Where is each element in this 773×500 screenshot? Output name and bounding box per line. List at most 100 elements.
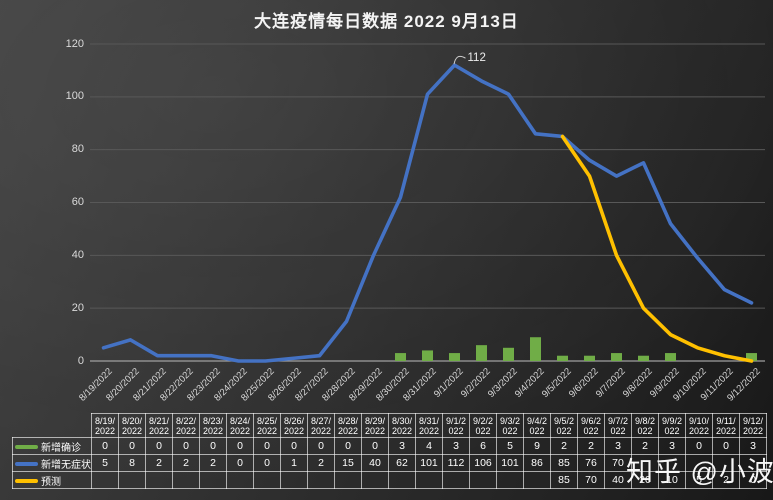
table-cell — [199, 471, 227, 489]
table-cell: 6 — [469, 437, 497, 455]
legend-label: 新增确诊 — [41, 442, 81, 454]
table-date-header: 8/28/2022 — [334, 413, 362, 438]
legend-item: 新增无症状 — [12, 454, 92, 472]
table-cell — [307, 471, 335, 489]
table-cell: 112 — [442, 454, 470, 472]
table-cell: 0 — [226, 437, 254, 455]
table-cell: 76 — [577, 454, 605, 472]
table-cell — [496, 471, 524, 489]
table-date-header: 8/23/2022 — [199, 413, 227, 438]
table-cell: 2 — [199, 454, 227, 472]
chart-plot-svg: 112 — [90, 43, 765, 363]
table-cell: 20 — [631, 471, 659, 489]
table-cell: 15 — [334, 454, 362, 472]
table-date-header: 9/10/2022 — [685, 413, 713, 438]
table-cell: 2 — [550, 437, 578, 455]
table-cell: 0 — [172, 437, 200, 455]
y-axis-tick-label: 100 — [65, 90, 84, 103]
line-new-asymptomatic — [101, 63, 754, 363]
legend-item: 新增确诊 — [12, 437, 92, 455]
bar-new-confirmed — [449, 353, 460, 361]
table-cell: 5 — [496, 437, 524, 455]
table-date-header: 8/22/2022 — [172, 413, 200, 438]
table-cell — [361, 471, 389, 489]
table-cell — [253, 471, 281, 489]
table-cell: 2 — [577, 437, 605, 455]
table-date-header: 8/26/2022 — [280, 413, 308, 438]
legend-label: 新增无症状 — [41, 459, 91, 471]
table-cell: 70 — [577, 471, 605, 489]
legend-item: 预测 — [12, 471, 92, 489]
y-axis-tick-label: 120 — [65, 37, 84, 50]
legend-swatch-icon — [15, 444, 38, 449]
table-cell: 86 — [523, 454, 551, 472]
table-cell: 0 — [361, 437, 389, 455]
table-date-header: 8/30/2022 — [388, 413, 416, 438]
table-date-header: 9/8/2 022 — [631, 413, 659, 438]
bar-new-confirmed — [665, 353, 676, 361]
table-date-header: 8/19/2022 — [91, 413, 119, 438]
table-cell: 4 — [415, 437, 443, 455]
table-cell: 0 — [739, 471, 767, 489]
table-cell: 0 — [253, 437, 281, 455]
y-axis-tick-label: 0 — [77, 354, 84, 367]
annotation-leader-line — [453, 55, 466, 65]
table-cell — [226, 471, 254, 489]
table-date-header: 8/27/2022 — [307, 413, 335, 438]
table-cell: 0 — [226, 454, 254, 472]
table-date-header: 9/9/2 022 — [658, 413, 686, 438]
table-cell: 0 — [334, 437, 362, 455]
table-cell — [523, 471, 551, 489]
table-cell: 2 — [712, 471, 740, 489]
y-axis-tick-label: 60 — [71, 196, 84, 208]
table-cell: 5 — [91, 454, 119, 472]
line-prediction — [560, 134, 754, 363]
table-cell — [118, 471, 146, 489]
table-cell — [172, 471, 200, 489]
table-date-header: 9/7/2 022 — [604, 413, 632, 438]
legend-swatch-icon — [15, 478, 38, 483]
y-axis-tick-label: 20 — [71, 301, 84, 314]
table-cell — [388, 471, 416, 489]
table-cell: 0 — [280, 437, 308, 455]
bar-new-confirmed — [530, 337, 541, 361]
table-cell: 101 — [496, 454, 524, 472]
table-cell: 2 — [307, 454, 335, 472]
table-date-header: 8/20/2022 — [118, 413, 146, 438]
table-cell: 85 — [550, 471, 578, 489]
table-corner-cell — [13, 414, 92, 438]
table-cell — [442, 471, 470, 489]
table-cell: 3 — [388, 437, 416, 455]
table-cell: 3 — [442, 437, 470, 455]
table-cell — [469, 471, 497, 489]
table-date-header: 9/12/2022 — [739, 413, 767, 438]
bar-new-confirmed — [638, 355, 649, 361]
table-date-header: 9/11/2022 — [712, 413, 740, 438]
table-cell: 0 — [307, 437, 335, 455]
bar-new-confirmed — [611, 353, 622, 361]
table-cell: 2 — [145, 454, 173, 472]
table-date-header: 9/4/2 022 — [523, 413, 551, 438]
bar-new-confirmed — [422, 350, 433, 361]
chart-data-table: 8/19/2022 8/20/2022 8/21/2022 8/22/2022 8/23… — [12, 413, 767, 489]
table-cell: 62 — [388, 454, 416, 472]
table-cell: 0 — [91, 437, 119, 455]
table-date-header: 9/3/2 022 — [496, 413, 524, 438]
table-date-header: 9/6/2 022 — [577, 413, 605, 438]
table-date-header: 9/5/2 022 — [550, 413, 578, 438]
annotation-label: 112 — [468, 52, 486, 64]
table-cell: 101 — [415, 454, 443, 472]
y-axis-tick-label: 40 — [71, 248, 84, 261]
table-cell — [415, 471, 443, 489]
table-cell: 2 — [172, 454, 200, 472]
table-date-header: 8/25/2022 — [253, 413, 281, 438]
table-cell: 0 — [253, 454, 281, 472]
watermark: 知乎 @小波 — [626, 457, 773, 487]
table-cell: 0 — [199, 437, 227, 455]
legend-label: 预测 — [41, 476, 61, 488]
bar-new-confirmed — [503, 347, 514, 361]
table-cell — [145, 471, 173, 489]
bar-new-confirmed — [584, 355, 595, 361]
legend-swatch-icon — [15, 461, 38, 466]
